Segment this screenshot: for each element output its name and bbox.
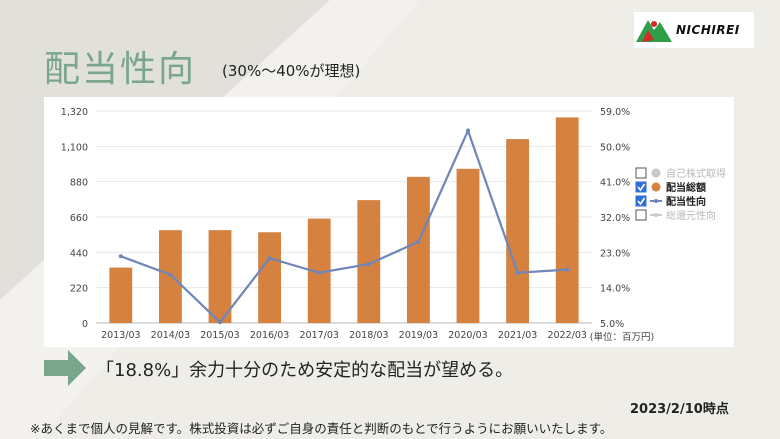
y-right-tick-label: 59.0%	[600, 107, 630, 118]
x-tick-label: 2015/03	[200, 330, 239, 341]
bar	[506, 139, 530, 323]
legend-checkbox	[635, 167, 647, 179]
legend-label: 配当性向	[666, 195, 706, 208]
x-tick-label: 2017/03	[299, 330, 338, 341]
legend-marker	[651, 168, 661, 178]
page-subtitle: (30%〜40%が理想)	[222, 62, 361, 80]
y-left-tick-label: 220	[70, 284, 88, 295]
legend-checkbox	[635, 195, 647, 207]
bar	[109, 267, 133, 323]
legend-marker	[654, 199, 658, 203]
bar	[406, 176, 430, 323]
y-right-tick-label: 14.0%	[600, 284, 630, 295]
bar	[258, 232, 282, 323]
line-point	[118, 254, 123, 259]
legend-checkbox	[635, 181, 647, 193]
y-right-tick-label: 32.0%	[600, 213, 630, 224]
x-tick-label: 2019/03	[399, 330, 438, 341]
x-tick-label: 2018/03	[349, 330, 388, 341]
bar	[555, 117, 579, 323]
page-title: 配当性向	[44, 49, 197, 90]
check-icon	[637, 183, 646, 192]
x-tick-label: 2021/03	[498, 330, 537, 341]
y-right-tick-label: 41.0%	[600, 178, 630, 189]
line-point	[565, 267, 570, 272]
x-tick-label: 2016/03	[250, 330, 289, 341]
x-tick-label: 2014/03	[151, 330, 190, 341]
y-left-tick-label: 880	[70, 178, 88, 189]
logo-text: NICHIREI	[676, 23, 740, 37]
y-left-tick-label: 1,320	[61, 107, 88, 118]
company-logo: NICHIREI	[634, 12, 754, 48]
legend-label: 自己株式取得	[666, 167, 726, 180]
bar	[456, 168, 480, 323]
line-point	[466, 128, 470, 133]
dividend-chart: 0 5.0% 220 14.0% 440 23.0% 660 32.0% 880 41.0% 1,1…	[61, 107, 726, 343]
y-left-tick-label: 0	[82, 319, 88, 330]
line-point	[267, 256, 272, 261]
line-point	[515, 270, 520, 275]
logo-mark-icon	[636, 20, 672, 42]
line-point	[317, 270, 322, 275]
y-right-tick-label: 5.0%	[600, 319, 624, 330]
legend-label: 総還元性向	[666, 209, 716, 222]
line-point	[416, 239, 421, 244]
payout-ratio-line	[120, 127, 568, 324]
legend-label: 配当総額	[666, 181, 706, 194]
x-tick-label: 2013/03	[101, 330, 140, 341]
disclaimer-text: ※あくまで個人の見解です。株式投資は必ずご自身の責任と判断のもとで行うようにお願…	[30, 421, 613, 436]
line-point	[218, 320, 222, 325]
y-right-tick-label: 23.0%	[600, 248, 630, 259]
line-point	[366, 262, 371, 267]
x-tick-label: 2022/03	[547, 330, 586, 341]
bar	[208, 230, 232, 323]
chart-panel: 0 5.0% 220 14.0% 440 23.0% 660 32.0% 880 41.0% 1,1…	[44, 97, 734, 347]
legend-marker	[651, 182, 661, 192]
y-left-tick-label: 440	[70, 248, 88, 259]
y-left-tick-label: 1,100	[61, 142, 88, 153]
y-right-tick-label: 50.0%	[600, 142, 630, 153]
legend-checkbox	[635, 209, 647, 221]
unit-label: (単位：百万円)	[590, 331, 654, 343]
line-point	[168, 272, 173, 277]
summary-message: 「18.8%」余力十分のため安定的な配当が望める。	[96, 360, 514, 381]
x-tick-label: 2020/03	[448, 330, 487, 341]
as-of-date: 2023/2/10時点	[630, 402, 729, 417]
y-left-tick-label: 660	[70, 213, 88, 224]
bar	[357, 200, 381, 323]
check-icon	[637, 197, 646, 206]
legend-marker	[654, 213, 658, 217]
arrow-right-icon	[44, 350, 86, 386]
